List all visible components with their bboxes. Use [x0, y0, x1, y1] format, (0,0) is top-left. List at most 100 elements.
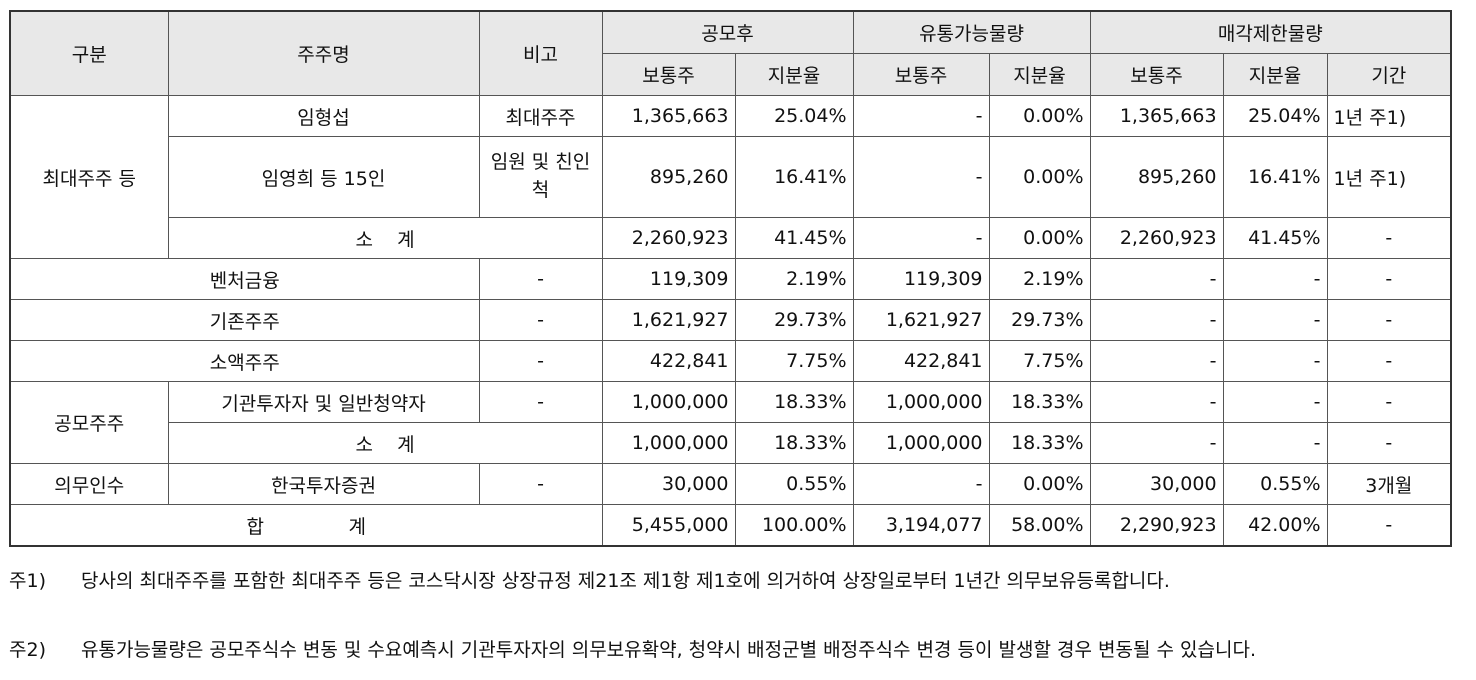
table-row: 의무인수 한국투자증권 - 30,000 0.55% - 0.00% 30,00…: [9, 463, 1452, 505]
header-after-ratio: 지분율: [734, 53, 854, 96]
rest-ratio-cell: -: [1222, 299, 1328, 341]
rest-common-cell: -: [1089, 422, 1224, 464]
remark-cell: -: [478, 463, 603, 505]
period-cell: 1년 주1): [1326, 136, 1452, 218]
after-ratio-cell: 2.19%: [734, 258, 854, 300]
trad-ratio-cell: 0.00%: [988, 463, 1091, 505]
rest-common-cell: 1,365,663: [1089, 95, 1224, 137]
rest-common-cell: -: [1089, 299, 1224, 341]
trad-common-cell: 1,621,927: [852, 299, 990, 341]
after-common-cell: 119,309: [601, 258, 736, 300]
trad-ratio-cell: 0.00%: [988, 95, 1091, 137]
trad-ratio-cell: 2.19%: [988, 258, 1091, 300]
trad-ratio-cell: 58.00%: [988, 504, 1091, 547]
rest-ratio-cell: -: [1222, 381, 1328, 423]
after-ratio-cell: 0.55%: [734, 463, 854, 505]
rest-ratio-cell: -: [1222, 422, 1328, 464]
period-cell: -: [1326, 258, 1452, 300]
remark-cell: -: [478, 258, 603, 300]
table-row: 최대주주 등 임형섭 최대주주 1,365,663 25.04% - 0.00%…: [9, 95, 1452, 259]
header-restricted: 매각제한물량: [1089, 10, 1452, 54]
holder-cell: 한국투자증권: [167, 463, 480, 505]
period-cell: 3개월: [1326, 463, 1452, 505]
period-cell: -: [1326, 381, 1452, 423]
rest-ratio-cell: 16.41%: [1222, 136, 1328, 218]
after-common-cell: 1,000,000: [601, 422, 736, 464]
shareholder-lockup-document: 구분 주주명 비고 공모후 유통가능물량 매각제한물량 보통주 지분율 보통주 …: [9, 10, 1453, 667]
after-ratio-cell: 18.33%: [734, 422, 854, 464]
remark-cell: 임원 및 친인척: [478, 136, 603, 218]
header-tradable: 유통가능물량: [852, 10, 1091, 54]
rest-ratio-cell: -: [1222, 258, 1328, 300]
after-ratio-cell: 7.75%: [734, 340, 854, 382]
subtotal-label: 소 계: [167, 217, 603, 259]
after-ratio-cell: 16.41%: [734, 136, 854, 218]
trad-ratio-cell: 29.73%: [988, 299, 1091, 341]
table-row: 공모주주 기관투자자 및 일반청약자 - 1,000,000 18.33% 1,…: [9, 381, 1452, 464]
after-common-cell: 1,000,000: [601, 381, 736, 423]
trad-common-cell: 1,000,000: [852, 422, 990, 464]
after-common-cell: 30,000: [601, 463, 736, 505]
holder-cell: 소액주주: [9, 340, 480, 382]
period-cell: 1년 주1): [1326, 95, 1452, 137]
holder-cell: 임형섭: [167, 95, 480, 137]
trad-ratio-cell: 7.75%: [988, 340, 1091, 382]
header-holder: 주주명: [167, 10, 480, 96]
table-row-subtotal: 소 계 2,260,923 41.45% - 0.00% 2,260,923 4…: [10, 217, 1452, 259]
footnote-text: 당사의 최대주주를 포함한 최대주주 등은 코스닥시장 상장규정 제21조 제1…: [81, 570, 1170, 592]
remark-cell: -: [478, 340, 603, 382]
period-cell: -: [1326, 504, 1452, 547]
after-common-cell: 1,621,927: [601, 299, 736, 341]
rest-common-cell: 895,260: [1089, 136, 1224, 218]
category-cell: 의무인수: [9, 463, 169, 505]
table-row: 소액주주 - 422,841 7.75% 422,841 7.75% - - -: [9, 340, 1452, 382]
after-common-cell: 2,260,923: [601, 217, 736, 259]
table-row-subtotal: 소 계 1,000,000 18.33% 1,000,000 18.33% - …: [10, 422, 1452, 464]
header-trad-common: 보통주: [852, 53, 990, 96]
after-ratio-cell: 100.00%: [734, 504, 854, 547]
rest-common-cell: 2,290,923: [1089, 504, 1224, 547]
period-cell: -: [1326, 422, 1452, 464]
rest-ratio-cell: -: [1222, 340, 1328, 382]
rest-ratio-cell: 41.45%: [1222, 217, 1328, 259]
header-after-offering: 공모후: [601, 10, 854, 54]
footnotes: 주1) 당사의 최대주주를 포함한 최대주주 등은 코스닥시장 상장규정 제21…: [9, 561, 1450, 667]
trad-common-cell: -: [852, 95, 990, 137]
holder-cell: 벤처금융: [9, 258, 480, 300]
header-row-top: 구분 주주명 비고 공모후 유통가능물량 매각제한물량: [9, 10, 1452, 96]
rest-ratio-cell: 0.55%: [1222, 463, 1328, 505]
header-remark: 비고: [478, 10, 603, 96]
rest-ratio-cell: 25.04%: [1222, 95, 1328, 137]
footnote: 주2) 유통가능물량은 공모주식수 변동 및 수요예측시 기관투자자의 의무보유…: [9, 630, 1450, 667]
rest-common-cell: 2,260,923: [1089, 217, 1224, 259]
footnote: 주1) 당사의 최대주주를 포함한 최대주주 등은 코스닥시장 상장규정 제21…: [9, 561, 1450, 598]
header-category: 구분: [9, 10, 169, 96]
after-common-cell: 5,455,000: [601, 504, 736, 547]
header-rest-ratio: 지분율: [1222, 53, 1328, 96]
header-rest-common: 보통주: [1089, 53, 1224, 96]
footnote-label: 주2): [9, 639, 46, 661]
holder-cell: 임영희 등 15인: [167, 136, 480, 218]
holder-cell: 기존주주: [9, 299, 480, 341]
period-cell: -: [1326, 217, 1452, 259]
period-cell: -: [1326, 299, 1452, 341]
header-row-sub: 보통주 지분율 보통주 지분율 보통주 지분율 기간: [10, 53, 1452, 96]
header-trad-ratio: 지분율: [988, 53, 1091, 96]
rest-common-cell: -: [1089, 381, 1224, 423]
trad-common-cell: -: [852, 217, 990, 259]
after-ratio-cell: 25.04%: [734, 95, 854, 137]
shareholder-lockup-table: 구분 주주명 비고 공모후 유통가능물량 매각제한물량 보통주 지분율 보통주 …: [9, 10, 1453, 547]
trad-ratio-cell: 18.33%: [988, 381, 1091, 423]
rest-common-cell: -: [1089, 340, 1224, 382]
remark-cell: -: [478, 299, 603, 341]
trad-common-cell: 1,000,000: [852, 381, 990, 423]
header-period: 기간: [1326, 53, 1452, 96]
trad-ratio-cell: 18.33%: [988, 422, 1091, 464]
table-row: 기존주주 - 1,621,927 29.73% 1,621,927 29.73%…: [9, 299, 1452, 341]
after-common-cell: 422,841: [601, 340, 736, 382]
table-row: 벤처금융 - 119,309 2.19% 119,309 2.19% - - -: [9, 258, 1452, 300]
table-row: 임영희 등 15인 임원 및 친인척 895,260 16.41% - 0.00…: [10, 136, 1452, 218]
after-ratio-cell: 18.33%: [734, 381, 854, 423]
category-cell: 최대주주 등: [9, 95, 169, 259]
footnote-text: 유통가능물량은 공모주식수 변동 및 수요예측시 기관투자자의 의무보유확약, …: [81, 639, 1256, 661]
